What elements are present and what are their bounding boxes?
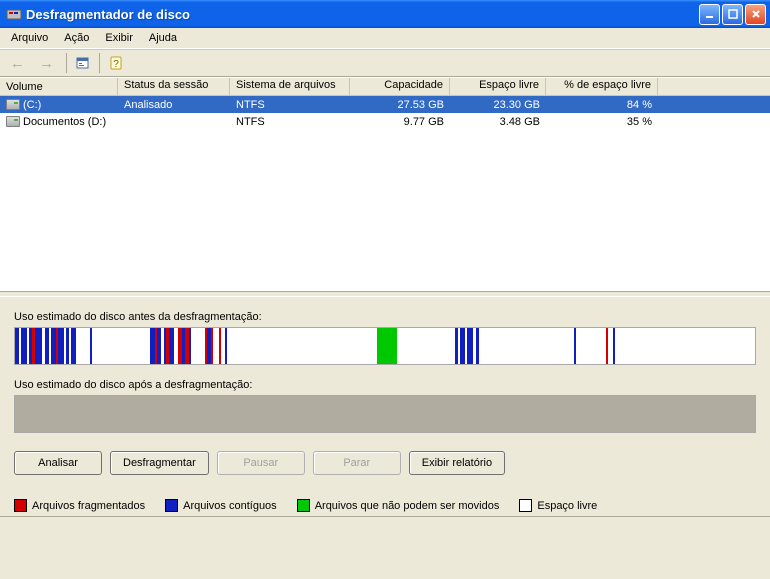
cell-volume: Documentos (D:) [23,116,106,128]
cell-volume: (C:) [23,99,41,111]
cell-fs: NTFS [230,99,350,111]
frag-segment [92,328,150,364]
legend-contiguous-label: Arquivos contíguos [183,500,277,512]
cell-capacity: 9.77 GB [350,116,450,128]
swatch-contiguous-icon [165,499,178,512]
back-icon[interactable]: ← [6,55,29,72]
frag-segment [35,328,42,364]
table-row[interactable]: (C:) AnalisadoNTFS27.53 GB23.30 GB84 % [0,96,770,113]
legend-contiguous: Arquivos contíguos [165,499,277,512]
frag-bar-before [14,327,756,365]
col-header-free[interactable]: Espaço livre [450,78,546,95]
legend-fragmented: Arquivos fragmentados [14,499,145,512]
swatch-unmovable-icon [297,499,310,512]
maximize-button[interactable] [722,4,743,25]
analyze-button[interactable]: Analisar [14,451,102,475]
menubar: Arquivo Ação Exibir Ajuda [0,28,770,49]
legend-unmovable-label: Arquivos que não podem ser movidos [315,500,500,512]
minimize-button[interactable] [699,4,720,25]
frag-segment [76,328,90,364]
cell-fs: NTFS [230,116,350,128]
volume-list[interactable]: (C:) AnalisadoNTFS27.53 GB23.30 GB84 % Doc… [0,96,770,291]
label-before: Uso estimado do disco antes da desfragme… [14,311,756,323]
frag-segment [191,328,205,364]
view-report-button[interactable]: Exibir relatório [409,451,505,475]
forward-icon[interactable]: → [35,55,58,72]
col-header-pct[interactable]: % de espaço livre [546,78,658,95]
swatch-freespace-icon [519,499,532,512]
legend-fragmented-label: Arquivos fragmentados [32,500,145,512]
frag-segment [576,328,606,364]
legend: Arquivos fragmentados Arquivos contíguos… [14,499,756,512]
help-icon[interactable]: ? [108,55,124,71]
lower-panel: Uso estimado do disco antes da desfragme… [0,297,770,516]
label-after: Uso estimado do disco após a desfragment… [14,379,756,391]
frag-segment [377,328,397,364]
app-icon [6,6,22,22]
statusbar [0,516,770,536]
close-button[interactable] [745,4,766,25]
toolbar-separator [66,53,67,73]
window-title: Desfragmentador de disco [26,7,699,22]
table-row[interactable]: Documentos (D:) NTFS9.77 GB3.48 GB35 % [0,113,770,130]
volume-table: Volume Status da sessão Sistema de arqui… [0,77,770,291]
col-header-volume[interactable]: Volume [0,78,118,95]
col-header-capacity[interactable]: Capacidade [350,78,450,95]
menu-file[interactable]: Arquivo [4,30,55,46]
volume-table-header: Volume Status da sessão Sistema de arqui… [0,78,770,96]
window-buttons [699,4,766,25]
toolbar: ← → ? [0,49,770,77]
defragment-button[interactable]: Desfragmentar [110,451,209,475]
frag-segment [615,328,715,364]
svg-text:?: ? [113,59,119,70]
frag-segment [479,328,574,364]
col-header-session[interactable]: Status da sessão [118,78,230,95]
pause-button[interactable]: Pausar [217,451,305,475]
swatch-fragmented-icon [14,499,27,512]
cell-pct: 84 % [546,99,658,111]
menu-action[interactable]: Ação [57,30,96,46]
cell-pct: 35 % [546,116,658,128]
legend-unmovable: Arquivos que não podem ser movidos [297,499,500,512]
legend-freespace: Espaço livre [519,499,597,512]
menu-help[interactable]: Ajuda [142,30,184,46]
drive-icon [6,116,20,127]
stop-button[interactable]: Parar [313,451,401,475]
frag-bar-after [14,395,756,433]
frag-segment [397,328,455,364]
cell-capacity: 27.53 GB [350,99,450,111]
cell-free: 23.30 GB [450,99,546,111]
frag-segment [227,328,377,364]
toolbar-separator [99,53,100,73]
titlebar: Desfragmentador de disco [0,0,770,28]
col-header-fs[interactable]: Sistema de arquivos [230,78,350,95]
cell-session: Analisado [118,99,230,111]
drive-icon [6,99,20,110]
cell-free: 3.48 GB [450,116,546,128]
legend-freespace-label: Espaço livre [537,500,597,512]
properties-icon[interactable] [75,55,91,71]
menu-view[interactable]: Exibir [98,30,140,46]
action-buttons: Analisar Desfragmentar Pausar Parar Exib… [14,451,756,475]
